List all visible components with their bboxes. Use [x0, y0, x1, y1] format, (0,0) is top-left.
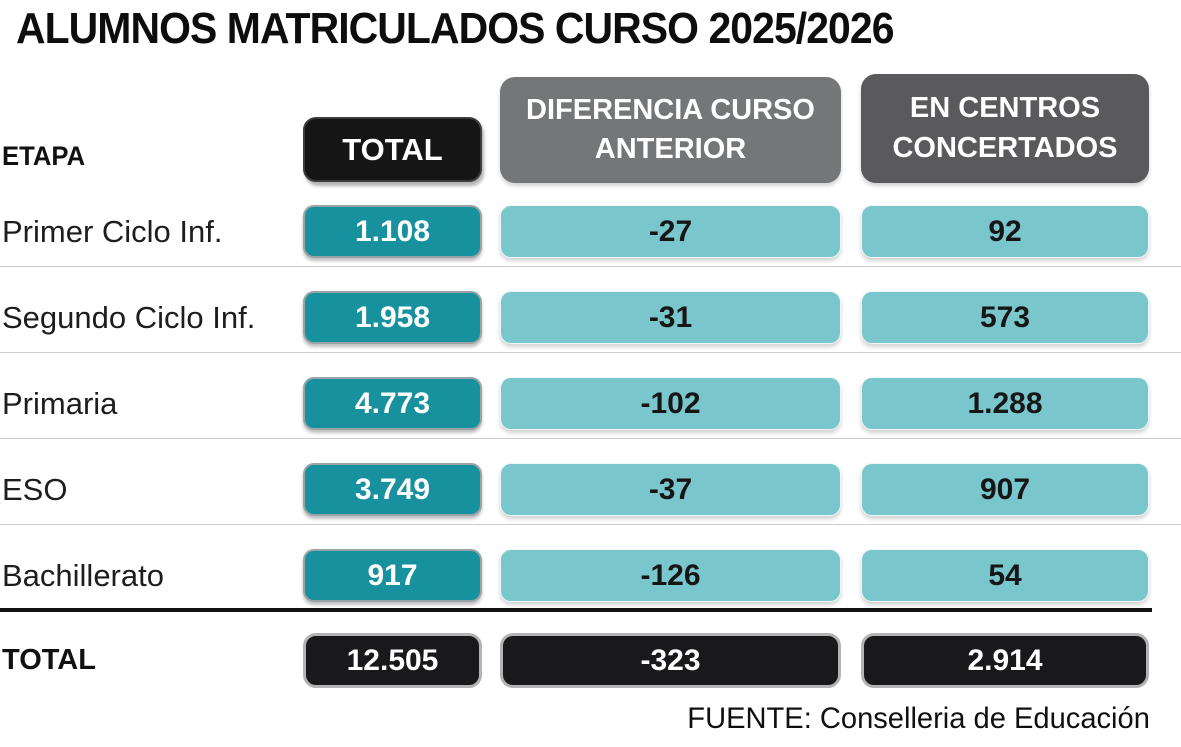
- row-separator: [0, 438, 1181, 439]
- etapa-label: Bachillerato: [2, 558, 164, 593]
- total-value: 3.749: [303, 463, 482, 516]
- concertados-value: 54: [861, 549, 1149, 602]
- source-credit: FUENTE: Conselleria de Educación: [687, 702, 1150, 735]
- etapa-label: ESO: [2, 472, 68, 507]
- table-row: ESO 3.749 -37 907: [0, 463, 1181, 516]
- totals-divider: [0, 608, 1152, 612]
- totals-diferencia-value: -323: [500, 633, 841, 688]
- column-header-etapa: ETAPA: [2, 141, 86, 171]
- totals-row: TOTAL 12.505 -323 2.914: [0, 633, 1181, 688]
- etapa-label: Primer Ciclo Inf.: [2, 214, 223, 249]
- totals-concertados-value: 2.914: [861, 633, 1149, 688]
- row-separator: [0, 352, 1181, 353]
- diferencia-value: -27: [500, 205, 841, 258]
- total-value: 1.108: [303, 205, 482, 258]
- table-row: Primer Ciclo Inf. 1.108 -27 92: [0, 205, 1181, 258]
- diferencia-value: -102: [500, 377, 841, 430]
- etapa-label: Segundo Ciclo Inf.: [2, 300, 256, 335]
- page-title: ALUMNOS MATRICULADOS CURSO 2025/2026: [16, 4, 894, 53]
- total-value: 917: [303, 549, 482, 602]
- concertados-value: 573: [861, 291, 1149, 344]
- total-value: 1.958: [303, 291, 482, 344]
- row-separator: [0, 266, 1181, 267]
- diferencia-value: -126: [500, 549, 841, 602]
- total-value: 4.773: [303, 377, 482, 430]
- diferencia-value: -37: [500, 463, 841, 516]
- table-row: Bachillerato 917 -126 54: [0, 549, 1181, 602]
- column-header-concertados: EN CENTROS CONCERTADOS: [861, 74, 1149, 183]
- diferencia-value: -31: [500, 291, 841, 344]
- concertados-value: 1.288: [861, 377, 1149, 430]
- table-row: Primaria 4.773 -102 1.288: [0, 377, 1181, 430]
- totals-total-value: 12.505: [303, 633, 482, 688]
- column-header-total: TOTAL: [303, 117, 482, 182]
- row-separator: [0, 524, 1181, 525]
- table-row: Segundo Ciclo Inf. 1.958 -31 573: [0, 291, 1181, 344]
- etapa-label: Primaria: [2, 386, 118, 421]
- concertados-value: 907: [861, 463, 1149, 516]
- column-header-diferencia: DIFERENCIA CURSO ANTERIOR: [500, 77, 841, 183]
- concertados-value: 92: [861, 205, 1149, 258]
- totals-label: TOTAL: [2, 644, 96, 676]
